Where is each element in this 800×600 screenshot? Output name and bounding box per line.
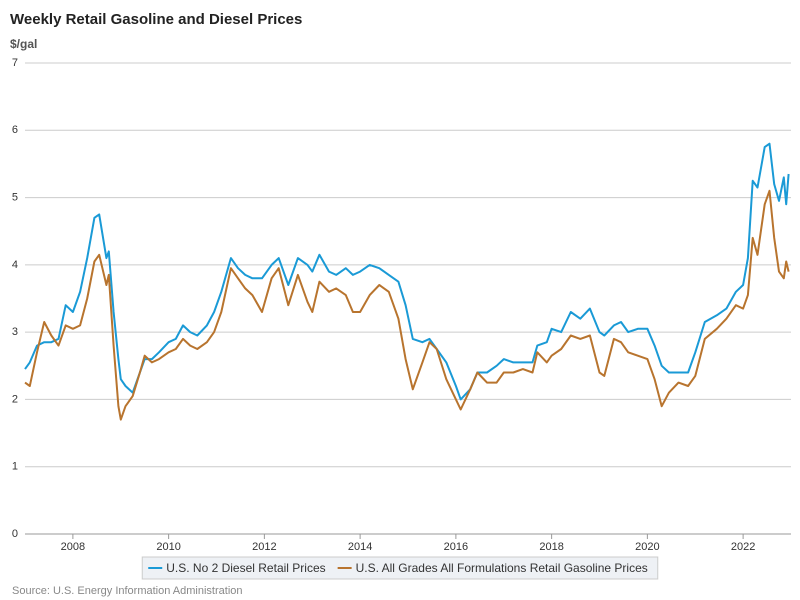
y-tick-label: 0: [12, 528, 18, 540]
x-tick-label: 2012: [252, 541, 276, 553]
legend-label: U.S. All Grades All Formulations Retail …: [356, 561, 648, 575]
source: Source: U.S. Energy Information Administ…: [12, 585, 243, 597]
x-tick-label: 2020: [635, 541, 659, 553]
y-axis-label: $/gal: [10, 37, 37, 51]
legend: U.S. No 2 Diesel Retail Prices U.S. All G…: [141, 556, 659, 580]
y-tick-label: 6: [12, 124, 18, 136]
legend-label: U.S. No 2 Diesel Retail Prices: [166, 561, 325, 575]
x-tick-label: 2014: [348, 541, 372, 553]
x-tick-label: 2010: [156, 541, 180, 553]
x-tick-label: 2008: [61, 541, 85, 553]
y-tick-label: 7: [12, 57, 18, 69]
y-tick-label: 1: [12, 461, 18, 473]
x-tick-label: 2016: [444, 541, 468, 553]
series-line: [24, 142, 790, 401]
y-tick-label: 3: [12, 326, 18, 338]
y-tick-label: 5: [12, 191, 18, 203]
x-tick-label: 2018: [539, 541, 563, 553]
series-line: [24, 189, 790, 421]
legend-box: [141, 556, 659, 580]
y-tick-label: 4: [12, 259, 18, 271]
chart-title: Weekly Retail Gasoline and Diesel Prices: [10, 11, 302, 28]
x-tick-label: 2022: [731, 541, 755, 553]
y-tick-label: 2: [12, 393, 18, 405]
